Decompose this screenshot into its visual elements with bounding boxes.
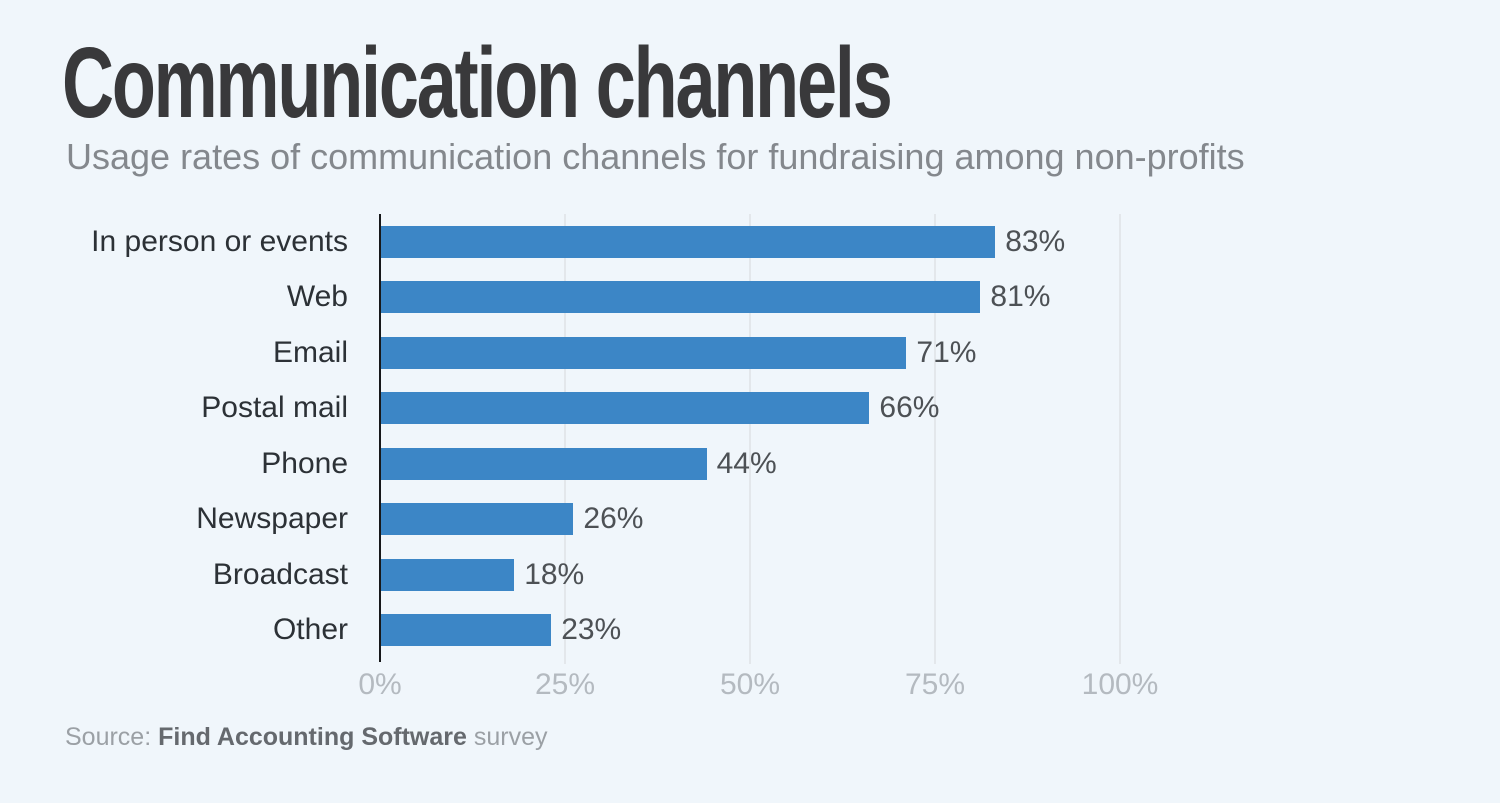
category-label: Phone [261,446,348,480]
bar [381,614,552,647]
bar [381,336,907,369]
category-label: Newspaper [196,502,348,536]
category-label: Other [272,613,348,647]
bar-row: Email 71% [0,325,1500,381]
value-label: 18% [524,557,585,591]
bar-chart: In person or events 83% Web 81% Email 71% Post… [0,214,1500,664]
bar-row: Other 23% [0,603,1500,659]
value-label: 26% [583,502,644,536]
source-line: Source: Find Accounting Software survey [65,723,548,752]
gridline-50 [749,214,751,664]
bar [381,558,515,591]
bar-track: 44% [381,436,1500,492]
value-label: 44% [716,446,777,480]
x-tick-label: 50% [719,668,781,701]
value-label: 71% [916,335,977,369]
bar [381,281,981,314]
source-prefix: Source: [65,723,159,751]
x-tick-label: 0% [358,668,402,701]
bar-row: Phone 44% [0,436,1500,492]
bar-row: Newspaper 26% [0,492,1500,548]
x-tick-label: 100% [1081,668,1159,701]
bar-track: 26% [381,492,1500,548]
x-tick-label: 75% [904,668,966,701]
gridline-25 [564,214,566,664]
bar [381,503,574,536]
source-name: Find Accounting Software [158,723,467,751]
bar-track: 71% [381,325,1500,381]
value-label: 23% [561,613,622,647]
category-label: Postal mail [201,391,348,425]
chart-subtitle: Usage rates of communication channels fo… [66,136,1245,177]
source-suffix: survey [466,723,548,751]
bar-row: Broadcast 18% [0,547,1500,603]
bar [381,225,996,258]
gridline-75 [934,214,936,664]
category-label: In person or events [91,224,348,258]
value-label: 81% [990,280,1051,314]
value-label: 66% [879,391,940,425]
category-label: Web [286,280,348,314]
bar-row: Web 81% [0,270,1500,326]
bar-row: In person or events 83% [0,214,1500,270]
bar-track: 66% [381,381,1500,437]
category-label: Email [272,335,348,369]
category-label: Broadcast [212,557,348,591]
bar-track: 18% [381,547,1500,603]
y-axis-line [379,214,381,662]
value-label: 83% [1005,224,1066,258]
bar-track: 83% [381,214,1500,270]
bar-rows: In person or events 83% Web 81% Email 71% Post… [0,214,1500,658]
bar [381,392,870,425]
bar-row: Postal mail 66% [0,381,1500,437]
x-tick-label: 25% [534,668,596,701]
bar [381,447,707,480]
gridline-100 [1119,214,1121,664]
chart-title: Communication channels [62,27,893,139]
bar-track: 81% [381,270,1500,326]
bar-track: 23% [381,603,1500,659]
